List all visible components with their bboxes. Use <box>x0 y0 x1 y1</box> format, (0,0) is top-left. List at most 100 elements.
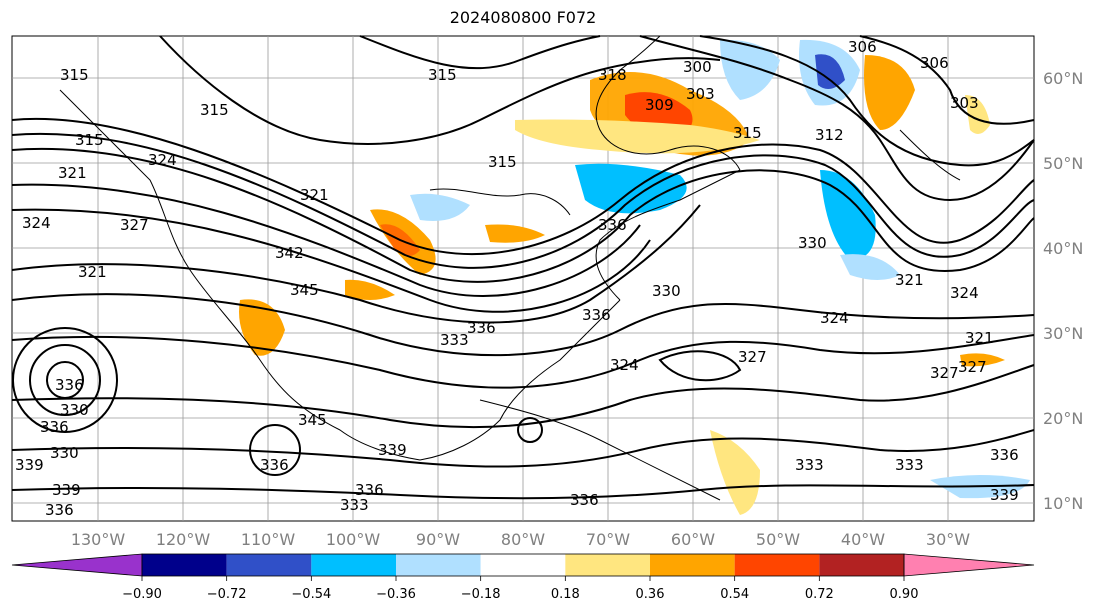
contour-label: 315 <box>733 124 762 142</box>
colorbar-tick-label: 0.18 <box>551 587 580 602</box>
contour-label: 336 <box>355 481 384 499</box>
colorbar-ticks: −0.90 −0.72 −0.54 −0.36 −0.18 0.18 0.36 0.54 0.7… <box>122 576 918 602</box>
contour-label: 339 <box>990 486 1019 504</box>
colorbar-segments <box>11 553 1035 577</box>
colorbar-tick-label: −0.54 <box>291 587 331 602</box>
lon-label: 60°W <box>671 530 715 549</box>
colorbar-tick-label: 0.36 <box>636 587 665 602</box>
contour-label: 336 <box>55 376 84 394</box>
colorbar-tick-label: 0.72 <box>805 587 834 602</box>
positive-anomaly-region <box>345 279 395 300</box>
lat-label: 30°N <box>1043 324 1083 343</box>
contour-label: 324 <box>22 214 51 232</box>
colorbar-extend-min <box>11 553 143 577</box>
contour-label: 336 <box>598 216 627 234</box>
contour-label: 327 <box>958 358 987 376</box>
negative-anomaly-region <box>410 193 470 221</box>
contour-label: 321 <box>965 329 994 347</box>
negative-anomaly-region <box>840 254 900 280</box>
contour-label: 336 <box>45 501 74 519</box>
colorbar-tick-label: 0.90 <box>890 587 919 602</box>
contour-label: 318 <box>598 66 627 84</box>
colorbar-tick-label: −0.90 <box>122 587 162 602</box>
lon-label: 120°W <box>156 530 211 549</box>
contour-label: 345 <box>298 411 327 429</box>
contour-label: 330 <box>798 234 827 252</box>
lon-label: 100°W <box>326 530 381 549</box>
chart-title: 2024080800 F072 <box>449 8 597 27</box>
contour-label: 321 <box>895 271 924 289</box>
longitude-labels: 130°W 120°W 110°W 100°W 90°W 80°W 70°W 6… <box>71 530 970 549</box>
contour-label: 321 <box>78 263 107 281</box>
contour-label: 333 <box>895 456 924 474</box>
shaded-field <box>239 39 1030 515</box>
contour-label: 324 <box>820 309 849 327</box>
lat-label: 60°N <box>1043 69 1083 88</box>
contour-label: 312 <box>815 126 844 144</box>
lat-label: 20°N <box>1043 409 1083 428</box>
colorbar-segment <box>819 554 904 576</box>
contour-labels: 315 315 315 318 300 303 306 306 303 309 … <box>15 38 1019 519</box>
contour-label: 300 <box>683 58 712 76</box>
negative-anomaly-region <box>575 163 687 214</box>
contour-label: 327 <box>738 348 767 366</box>
colorbar-segment <box>734 554 820 576</box>
contour-lines <box>11 35 1035 500</box>
contour-label: 336 <box>467 319 496 337</box>
contour-label: 315 <box>60 66 89 84</box>
positive-anomaly-region <box>864 55 915 130</box>
positive-anomaly-region <box>710 430 760 515</box>
contour-label: 327 <box>930 364 959 382</box>
positive-anomaly-region <box>960 353 1005 367</box>
contour-label: 336 <box>990 446 1019 464</box>
lon-label: 40°W <box>841 530 885 549</box>
contour-label: 327 <box>120 216 149 234</box>
colorbar-segment <box>650 554 735 576</box>
colorbar-extend-max <box>903 553 1035 577</box>
contour-label: 315 <box>488 153 517 171</box>
contour-label: 345 <box>290 281 319 299</box>
lon-label: 130°W <box>71 530 126 549</box>
contour-label: 324 <box>610 356 639 374</box>
negative-anomaly-region <box>720 39 780 100</box>
contour-label: 324 <box>148 151 177 169</box>
lat-label: 50°N <box>1043 154 1083 173</box>
colorbar-segment <box>480 554 566 576</box>
lon-label: 50°W <box>756 530 800 549</box>
colorbar-segment <box>311 554 396 576</box>
colorbar-frame <box>141 553 905 577</box>
contour-label: 315 <box>200 101 229 119</box>
contour-label: 339 <box>52 481 81 499</box>
lon-label: 30°W <box>926 530 970 549</box>
contour-label: 303 <box>686 85 715 103</box>
contour-label: 309 <box>645 96 674 114</box>
contour-label: 306 <box>848 38 877 56</box>
coastlines <box>59 35 961 501</box>
contour-label: 336 <box>570 491 599 509</box>
latitude-labels: 60°N 50°N 40°N 30°N 20°N 10°N <box>1043 69 1083 513</box>
lat-label: 40°N <box>1043 239 1083 258</box>
contour-label: 342 <box>275 244 304 262</box>
lon-label: 70°W <box>586 530 630 549</box>
colorbar-tick-label: −0.36 <box>376 587 416 602</box>
contour-label: 321 <box>58 164 87 182</box>
contour-label: 336 <box>260 456 289 474</box>
colorbar-segment <box>396 554 481 576</box>
contour-label: 330 <box>652 282 681 300</box>
positive-anomaly-region <box>965 95 990 134</box>
contour-label: 333 <box>340 496 369 514</box>
contour-label: 324 <box>950 284 979 302</box>
contour-label: 303 <box>950 94 979 112</box>
colorbar-segment <box>142 554 227 576</box>
negative-anomaly-region <box>815 54 845 89</box>
colorbar-segment <box>565 554 650 576</box>
lat-label: 10°N <box>1043 494 1083 513</box>
contour-label: 306 <box>920 54 949 72</box>
positive-anomaly-region <box>485 224 545 243</box>
lon-label: 110°W <box>241 530 296 549</box>
contour-label: 315 <box>428 66 457 84</box>
colorbar-tick-label: −0.18 <box>461 587 501 602</box>
contour-label: 339 <box>15 456 44 474</box>
contour-label: 336 <box>40 418 69 436</box>
